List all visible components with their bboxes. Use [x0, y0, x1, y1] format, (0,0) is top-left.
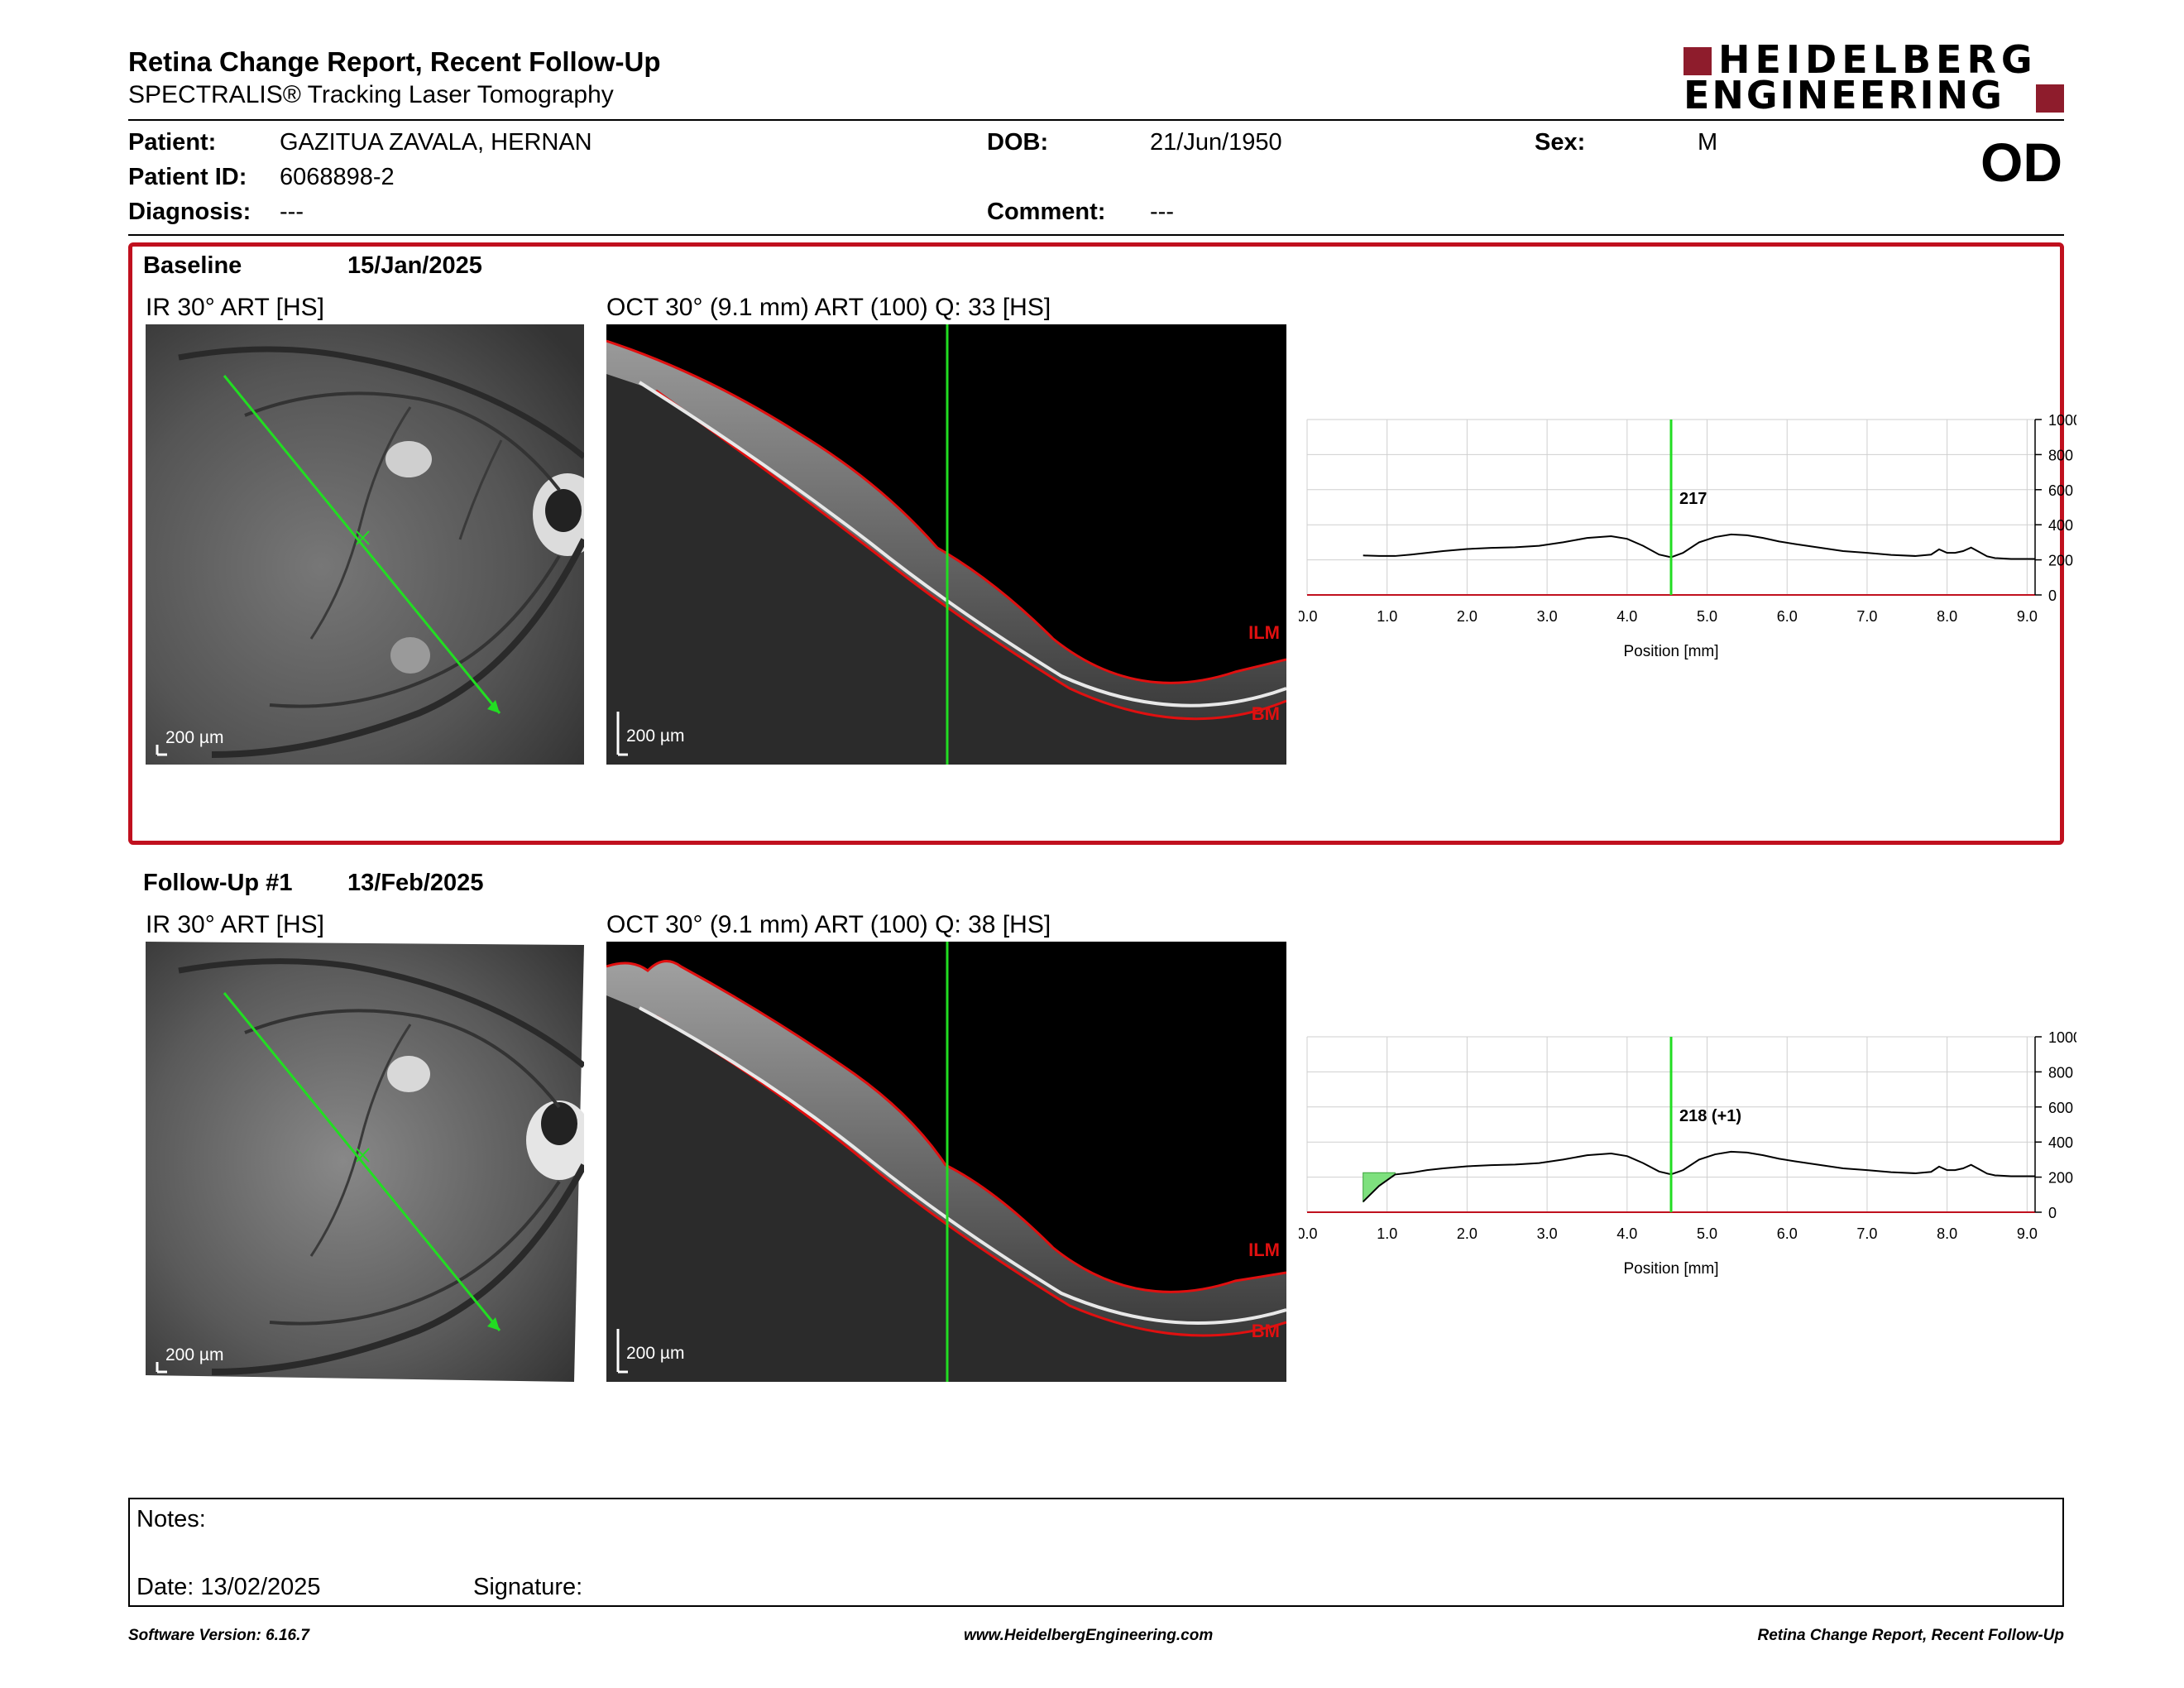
y-tick-label: 400 [2048, 517, 2073, 534]
baseline-ilm-label: ILM [1248, 622, 1280, 643]
baseline-oct-title: OCT 30° (9.1 mm) ART (100) Q: 33 [HS] [606, 294, 1051, 321]
x-tick-label: 5.0 [1697, 1225, 1717, 1242]
followup-ilm-label: ILM [1248, 1240, 1280, 1260]
diagnosis-value: --- [280, 199, 304, 225]
signature-label: Signature: [473, 1574, 583, 1600]
followup-oct-title: OCT 30° (9.1 mm) ART (100) Q: 38 [HS] [606, 911, 1051, 938]
x-tick-label: 0.0 [1299, 1225, 1318, 1242]
dob-label: DOB: [987, 129, 1049, 156]
baseline-fundus-svg [146, 324, 584, 765]
followup-label: Follow-Up #1 [143, 870, 293, 896]
baseline-ir-image[interactable]: 200 µm [146, 324, 584, 765]
baseline-ir-scale: 200 µm [165, 728, 224, 747]
followup-ir-scale: 200 µm [165, 1345, 224, 1364]
footer-report-name: Retina Change Report, Recent Follow-Up [1757, 1627, 2064, 1644]
x-tick-label: 1.0 [1377, 608, 1397, 625]
y-tick-label: 600 [2048, 482, 2073, 499]
baseline-frame[interactable] [128, 242, 2064, 845]
x-tick-label: 4.0 [1616, 608, 1637, 625]
marker-value-label: 217 [1679, 490, 1707, 508]
thickness-line [1362, 1150, 2035, 1202]
x-tick-label: 2.0 [1457, 608, 1478, 625]
x-tick-label: 6.0 [1777, 608, 1798, 625]
header-divider [128, 119, 2064, 121]
logo-line1: HEIDELBERG [1718, 37, 2038, 82]
x-tick-label: 1.0 [1377, 1225, 1397, 1242]
logo-line2: ENGINEERING [1684, 73, 2004, 117]
baseline-bm-label: BM [1251, 703, 1280, 724]
sex-value: M [1698, 129, 1718, 156]
y-tick-label: 0 [2048, 1205, 2057, 1221]
baseline-oct-scale: 200 µm [626, 727, 685, 746]
y-tick-label: 800 [2048, 1064, 2073, 1081]
patient-id: 6068898-2 [280, 164, 395, 190]
x-tick-label: 4.0 [1616, 1225, 1637, 1242]
comment-value: --- [1150, 199, 1174, 225]
y-tick-label: 800 [2048, 447, 2073, 463]
baseline-oct-svg [606, 324, 1286, 765]
notes-label: Notes: [136, 1506, 206, 1532]
marker-value-label: 218 (+1) [1679, 1107, 1741, 1125]
x-tick-label: 6.0 [1777, 1225, 1798, 1242]
x-tick-label: 8.0 [1937, 1225, 1957, 1242]
patient-divider [128, 234, 2064, 236]
baseline-oct-image[interactable]: 200 µm ILM BM [606, 324, 1286, 765]
x-tick-label: 2.0 [1457, 1225, 1478, 1242]
report-subtitle: SPECTRALIS® Tracking Laser Tomography [128, 81, 614, 108]
patient-label: Patient: [128, 129, 217, 156]
followup-ir-title: IR 30° ART [HS] [146, 911, 324, 938]
dob-value: 21/Jun/1950 [1150, 129, 1282, 156]
baseline-date: 15/Jan/2025 [347, 252, 482, 279]
baseline-ir-title: IR 30° ART [HS] [146, 294, 324, 321]
x-tick-label: 0.0 [1299, 608, 1318, 625]
x-axis-label: Position [mm] [1623, 1260, 1718, 1278]
followup-oct-image[interactable]: 200 µm ILM BM [606, 942, 1286, 1382]
x-axis-label: Position [mm] [1623, 643, 1718, 660]
x-tick-label: 7.0 [1856, 1225, 1877, 1242]
y-tick-label: 0 [2048, 587, 2057, 604]
y-tick-label: 200 [2048, 1170, 2073, 1187]
heidelberg-logo: HEIDELBERG ENGINEERING [1684, 37, 2064, 117]
notes-box[interactable]: Notes: Date: 13/02/2025 Signature: [128, 1498, 2064, 1607]
thickness-line [1363, 533, 2035, 560]
followup-fundus-svg [146, 942, 584, 1382]
followup-ir-image[interactable]: 200 µm [146, 942, 584, 1382]
sex-label: Sex: [1535, 129, 1586, 156]
patient-name: GAZITUA ZAVALA, HERNAN [280, 129, 592, 156]
y-tick-label: 400 [2048, 1134, 2073, 1151]
patient-id-label: Patient ID: [128, 164, 247, 190]
x-tick-label: 7.0 [1856, 608, 1877, 625]
diagnosis-label: Diagnosis: [128, 199, 251, 225]
report-title: Retina Change Report, Recent Follow-Up [128, 46, 661, 77]
followup-oct-svg [606, 942, 1286, 1382]
eye-indicator: OD [1980, 132, 2062, 193]
software-version: Software Version: 6.16.7 [128, 1627, 309, 1644]
followup-bm-label: BM [1251, 1321, 1280, 1341]
x-tick-label: 3.0 [1537, 1225, 1558, 1242]
logo-block-bottom [2036, 84, 2064, 113]
x-tick-label: 9.0 [2017, 1225, 2038, 1242]
x-tick-label: 5.0 [1697, 608, 1717, 625]
baseline-label: Baseline [143, 252, 242, 279]
y-tick-label: 200 [2048, 553, 2073, 569]
comment-label: Comment: [987, 199, 1106, 225]
y-tick-label: 600 [2048, 1100, 2073, 1116]
x-tick-label: 8.0 [1937, 608, 1957, 625]
followup-oct-scale: 200 µm [626, 1344, 685, 1363]
followup-date: 13/Feb/2025 [347, 870, 484, 896]
x-tick-label: 9.0 [2017, 608, 2038, 625]
notes-date: Date: 13/02/2025 [136, 1574, 321, 1600]
logo-block-top [1684, 47, 1712, 75]
website-link[interactable]: www.HeidelbergEngineering.com [964, 1627, 1214, 1644]
x-tick-label: 3.0 [1537, 608, 1558, 625]
